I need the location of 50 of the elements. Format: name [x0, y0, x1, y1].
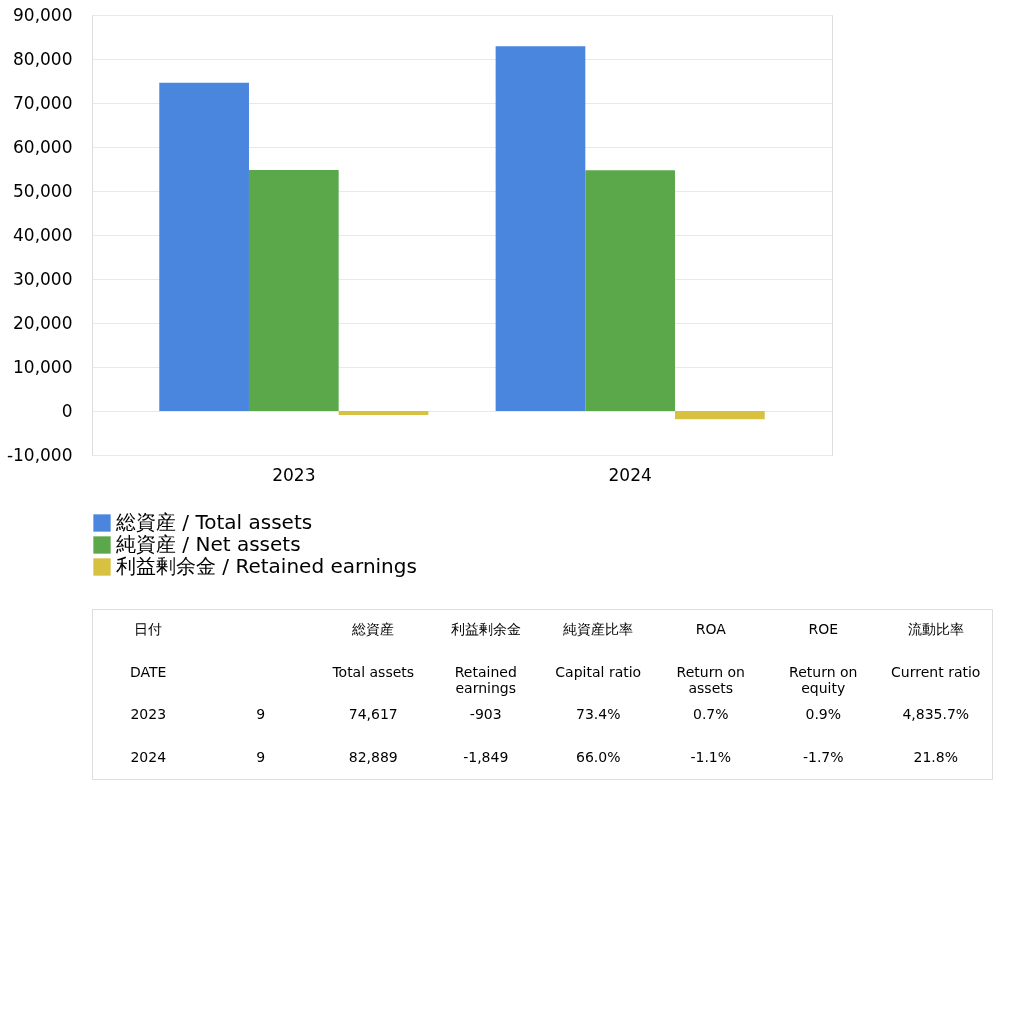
- text: Return on assets: [676, 663, 745, 696]
- text: 82,889: [348, 748, 398, 765]
- text: Return on equity: [789, 663, 858, 696]
- bar: [248, 169, 339, 411]
- bar: [159, 82, 249, 411]
- text: 73.4%: [576, 706, 621, 723]
- category-label: ROA: [695, 621, 727, 638]
- text: 4,835.7%: [902, 706, 970, 723]
- legend-label: 利益剰余金 / Retained earnings: [116, 554, 417, 578]
- bar: [495, 46, 586, 411]
- legend-label: 総資産 / Total assets: [115, 510, 313, 534]
- text: 66.0%: [576, 748, 621, 765]
- text: 0.7%: [692, 706, 729, 723]
- text: 2023: [130, 706, 167, 723]
- text: 9: [256, 748, 266, 765]
- y-tick-label: 80,000: [13, 48, 73, 69]
- y-tick-label: 30,000: [13, 268, 73, 289]
- y-tick-label: 90,000: [13, 4, 73, 25]
- category-label: 日付: [134, 621, 163, 638]
- category-label: 利益剰余金: [450, 621, 521, 638]
- bar: [338, 411, 429, 415]
- y-tick-label: 40,000: [13, 224, 73, 245]
- text: -903: [469, 706, 502, 723]
- y-tick-label: -10,000: [6, 444, 73, 465]
- legend-label: 純資産 / Net assets: [116, 532, 301, 556]
- text: DATE: [130, 663, 167, 680]
- text: 0.9%: [805, 706, 842, 723]
- text: Retained earnings: [454, 663, 517, 696]
- y-tick-label: 70,000: [13, 92, 73, 113]
- text: 21.8%: [913, 748, 958, 765]
- text: -1.1%: [690, 748, 732, 765]
- text: -1,849: [463, 748, 509, 765]
- category-label: 流動比率: [907, 621, 964, 638]
- y-tick-label: 50,000: [13, 180, 73, 201]
- category-label: 総資産: [351, 621, 395, 638]
- y-tick-label: 10,000: [13, 356, 73, 377]
- y-tick-label: 20,000: [13, 312, 73, 333]
- category-label: 純資産比率: [563, 621, 634, 638]
- text: 9: [256, 706, 266, 723]
- bar: [585, 170, 676, 411]
- bar: [675, 411, 765, 420]
- text: 2024: [130, 748, 167, 765]
- text: 74,617: [348, 706, 398, 723]
- category-label: ROE: [808, 621, 839, 638]
- text: -1.7%: [802, 748, 844, 765]
- text: Current ratio: [891, 663, 981, 680]
- y-tick-label: 0: [61, 400, 73, 421]
- text: Capital ratio: [555, 663, 642, 680]
- text: Total assets: [331, 663, 415, 680]
- y-tick-label: 60,000: [13, 136, 73, 157]
